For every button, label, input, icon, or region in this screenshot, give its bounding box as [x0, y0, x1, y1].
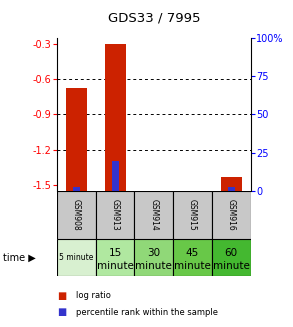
Text: GSM913: GSM913	[111, 199, 120, 231]
Bar	[212, 239, 251, 276]
Bar	[173, 239, 212, 276]
Text: time ▶: time ▶	[3, 252, 36, 263]
Text: minute: minute	[97, 261, 134, 271]
Text: log ratio: log ratio	[76, 291, 111, 301]
Text: minute: minute	[213, 261, 250, 271]
Text: ■: ■	[57, 291, 67, 301]
Bar	[73, 187, 80, 191]
Bar	[212, 191, 251, 239]
Text: 45: 45	[186, 248, 199, 258]
Bar	[96, 239, 134, 276]
Text: ■: ■	[57, 307, 67, 317]
Text: GSM914: GSM914	[149, 199, 158, 231]
Text: GSM916: GSM916	[227, 199, 236, 231]
Bar	[112, 161, 119, 191]
Text: GSM915: GSM915	[188, 199, 197, 231]
Text: minute: minute	[174, 261, 211, 271]
Text: 5 minute: 5 minute	[59, 253, 94, 262]
Text: 60: 60	[225, 248, 238, 258]
Bar	[105, 44, 126, 191]
Text: GSM908: GSM908	[72, 199, 81, 231]
Bar	[134, 239, 173, 276]
Bar	[228, 187, 235, 191]
Text: minute: minute	[135, 261, 172, 271]
Text: 30: 30	[147, 248, 160, 258]
Text: GDS33 / 7995: GDS33 / 7995	[108, 11, 200, 25]
Bar	[66, 88, 87, 191]
Bar	[96, 191, 134, 239]
Text: percentile rank within the sample: percentile rank within the sample	[76, 308, 218, 317]
Bar	[173, 191, 212, 239]
Bar	[134, 191, 173, 239]
Bar	[57, 191, 96, 239]
Text: 15: 15	[108, 248, 122, 258]
Bar	[221, 177, 242, 191]
Bar	[57, 239, 96, 276]
